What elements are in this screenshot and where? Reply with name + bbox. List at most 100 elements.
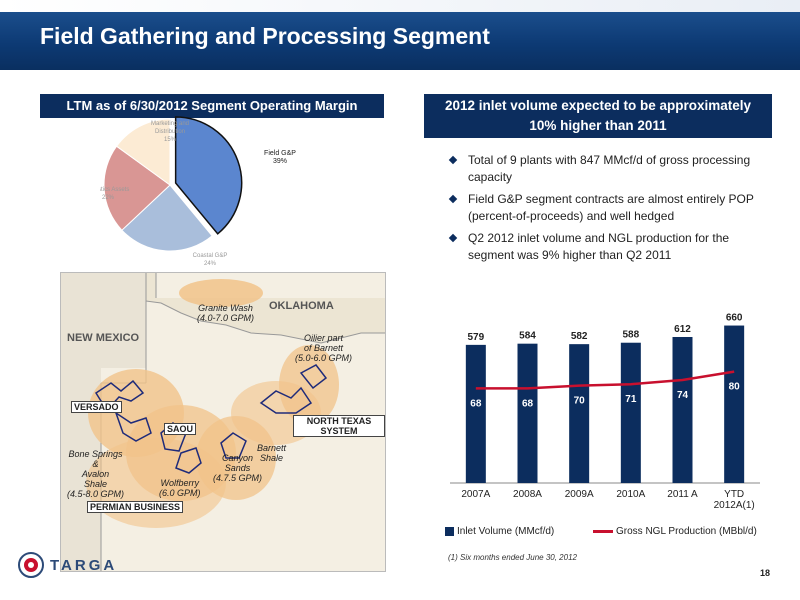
x-tick-label: YTD xyxy=(724,489,744,500)
bullet-text: Field G&P segment contracts are almost e… xyxy=(468,192,754,223)
inlet-volume-bar xyxy=(569,344,590,483)
canyon-sands-line1: Canyon xyxy=(221,453,254,463)
pie-slice-percent: 22% xyxy=(102,195,115,201)
bullet-item: Field G&P segment contracts are almost e… xyxy=(448,191,778,225)
x-tick-label: 2012A(1) xyxy=(714,500,755,511)
pie-slice-label: Field G&P xyxy=(264,150,296,157)
x-tick-label: 2007A xyxy=(461,489,490,500)
x-tick-label: 2008A xyxy=(513,489,542,500)
asset-map: OKLAHOMA NEW MEXICO Granite Wash (4.0-7.… xyxy=(60,272,386,572)
new-mexico-label: NEW MEXICO xyxy=(67,332,140,344)
diamond-bullet-icon xyxy=(448,155,458,165)
inlet-box-title: 2012 inlet volume expected to be approxi… xyxy=(424,94,772,138)
pie-slice-label: Marketing and xyxy=(151,121,189,127)
pie-slice xyxy=(174,116,243,235)
versado-label: VERSADO xyxy=(71,401,122,413)
barnett-shale-line1: Barnett xyxy=(257,443,287,453)
granite-wash-gpm: (4.0-7.0 GPM) xyxy=(197,313,255,323)
granite-wash-name: Granite Wash xyxy=(198,303,253,313)
pie-slice-label: Logistics Assets xyxy=(100,187,129,193)
targa-logo-text: TARGA xyxy=(50,557,118,574)
legend-item-ngl-production: Gross NGL Production (MBbl/d) xyxy=(593,526,757,537)
wolfberry-label: Wolfberry (6.0 GPM) xyxy=(159,478,201,498)
north-texas-label: NORTH TEXAS SYSTEM xyxy=(293,415,385,437)
bullet-text: Q2 2012 inlet volume and NGL production … xyxy=(468,231,730,262)
ngl-production-line xyxy=(475,370,735,390)
header-bar xyxy=(0,12,800,70)
x-tick-label: 2010A xyxy=(616,489,645,500)
bone-springs-line1: Bone Springs xyxy=(68,449,123,459)
ngl-production-value-label: 68 xyxy=(522,398,534,409)
legend-label-inlet-volume: Inlet Volume (MMcf/d) xyxy=(457,526,555,537)
oklahoma-label: OKLAHOMA xyxy=(269,300,334,312)
pie-slice-label: Coastal G&P xyxy=(193,253,228,259)
bone-springs-line2: & xyxy=(92,459,99,469)
legend-bar-swatch xyxy=(445,527,454,536)
oilier-barnett-line2: of Barnett xyxy=(303,343,344,353)
oilier-barnett-line1: Oilier part xyxy=(304,333,344,343)
ngl-production-value-label: 70 xyxy=(574,396,586,407)
wolfberry-gpm: (6.0 GPM) xyxy=(159,488,201,498)
pie-slice-label: Distribution xyxy=(155,129,185,135)
inlet-volume-bar xyxy=(672,336,693,483)
pie-slice xyxy=(121,184,213,252)
legend-line-swatch xyxy=(593,530,613,533)
inlet-volume-value-label: 582 xyxy=(571,331,588,342)
targa-logo: TARGA xyxy=(18,552,128,578)
chart-legend: Inlet Volume (MMcf/d) Gross NGL Producti… xyxy=(445,524,775,540)
wolfberry-name: Wolfberry xyxy=(160,478,200,488)
diamond-bullet-icon xyxy=(448,233,458,243)
bone-springs-gpm: (4.5-8.0 GPM) xyxy=(67,489,125,499)
canyon-sands-line2: Sands xyxy=(224,463,251,473)
oilier-barnett-label: Oilier part of Barnett (5.0-6.0 GPM) xyxy=(295,333,352,363)
ngl-production-value-label: 71 xyxy=(625,394,637,405)
bone-springs-line3: Avalon xyxy=(81,469,110,479)
inlet-volume-bar xyxy=(724,325,745,483)
canyon-sands-label: Canyon Sands (4.7.5 GPM) xyxy=(213,453,262,483)
inlet-volume-bar xyxy=(517,343,538,483)
bone-springs-line4: Shale xyxy=(83,479,108,489)
legend-item-inlet-volume: Inlet Volume (MMcf/d) xyxy=(445,526,554,537)
inlet-volume-bar xyxy=(620,342,641,483)
bullet-item: Q2 2012 inlet volume and NGL production … xyxy=(448,230,778,264)
saou-label: SAOU xyxy=(164,423,197,435)
diamond-bullet-icon xyxy=(448,194,458,204)
bone-springs-label: Bone Springs & Avalon Shale (4.5-8.0 GPM… xyxy=(67,449,124,499)
inlet-volume-chart: 579 2007A 584 2008A 582 2009A 588 2010A 612 2011 … xyxy=(450,313,760,511)
ngl-production-value-label: 74 xyxy=(677,390,689,401)
ngl-production-value-label: 80 xyxy=(729,382,741,393)
targa-logo-icon xyxy=(18,552,44,578)
pie-slice xyxy=(115,118,171,186)
granite-wash-label: Granite Wash (4.0-7.0 GPM) xyxy=(197,303,254,323)
inlet-volume-value-label: 612 xyxy=(674,324,691,335)
inlet-volume-value-label: 660 xyxy=(726,313,743,324)
inlet-box-title-line1: 2012 inlet volume expected to be approxi… xyxy=(444,98,752,113)
barnett-shale-label: Barnett Shale xyxy=(257,443,286,463)
x-tick-label: 2011 A xyxy=(667,489,698,500)
permian-business-label: PERMIAN BUSINESS xyxy=(87,501,184,513)
header-top-strip xyxy=(0,0,800,12)
page-title: Field Gathering and Processing Segment xyxy=(40,23,490,49)
oilier-barnett-gpm: (5.0-6.0 GPM) xyxy=(295,353,353,363)
inlet-volume-value-label: 584 xyxy=(519,331,536,342)
pie-slice-percent: 15% xyxy=(164,137,177,143)
pie-slice-percent: 39% xyxy=(273,158,287,165)
legend-label-ngl-production: Gross NGL Production (MBbl/d) xyxy=(616,526,757,537)
inlet-volume-value-label: 588 xyxy=(622,330,639,341)
page-number: 18 xyxy=(760,568,771,578)
bullet-item: Total of 9 plants with 847 MMcf/d of gro… xyxy=(448,152,778,186)
ngl-production-value-label: 68 xyxy=(470,398,482,409)
inlet-volume-value-label: 579 xyxy=(467,332,484,343)
canyon-sands-gpm: (4.7.5 GPM) xyxy=(213,473,263,483)
bullet-text: Total of 9 plants with 847 MMcf/d of gro… xyxy=(468,153,751,184)
barnett-shale-line2: Shale xyxy=(260,453,284,463)
inlet-box-title-line2: 10% higher than 2011 xyxy=(529,118,667,133)
footnote: (1) Six months ended June 30, 2012 xyxy=(448,553,577,562)
pie-slice xyxy=(103,145,171,231)
margin-box-title: LTM as of 6/30/2012 Segment Operating Ma… xyxy=(40,94,384,118)
operating-margin-pie-chart: Field G&P39% Coastal G&P 24% Logistics Asse… xyxy=(100,116,296,267)
pie-slice-percent: 24% xyxy=(204,261,217,267)
x-tick-label: 2009A xyxy=(565,489,594,500)
bullet-list: Total of 9 plants with 847 MMcf/d of gro… xyxy=(448,152,778,269)
inlet-volume-bar xyxy=(465,344,486,483)
